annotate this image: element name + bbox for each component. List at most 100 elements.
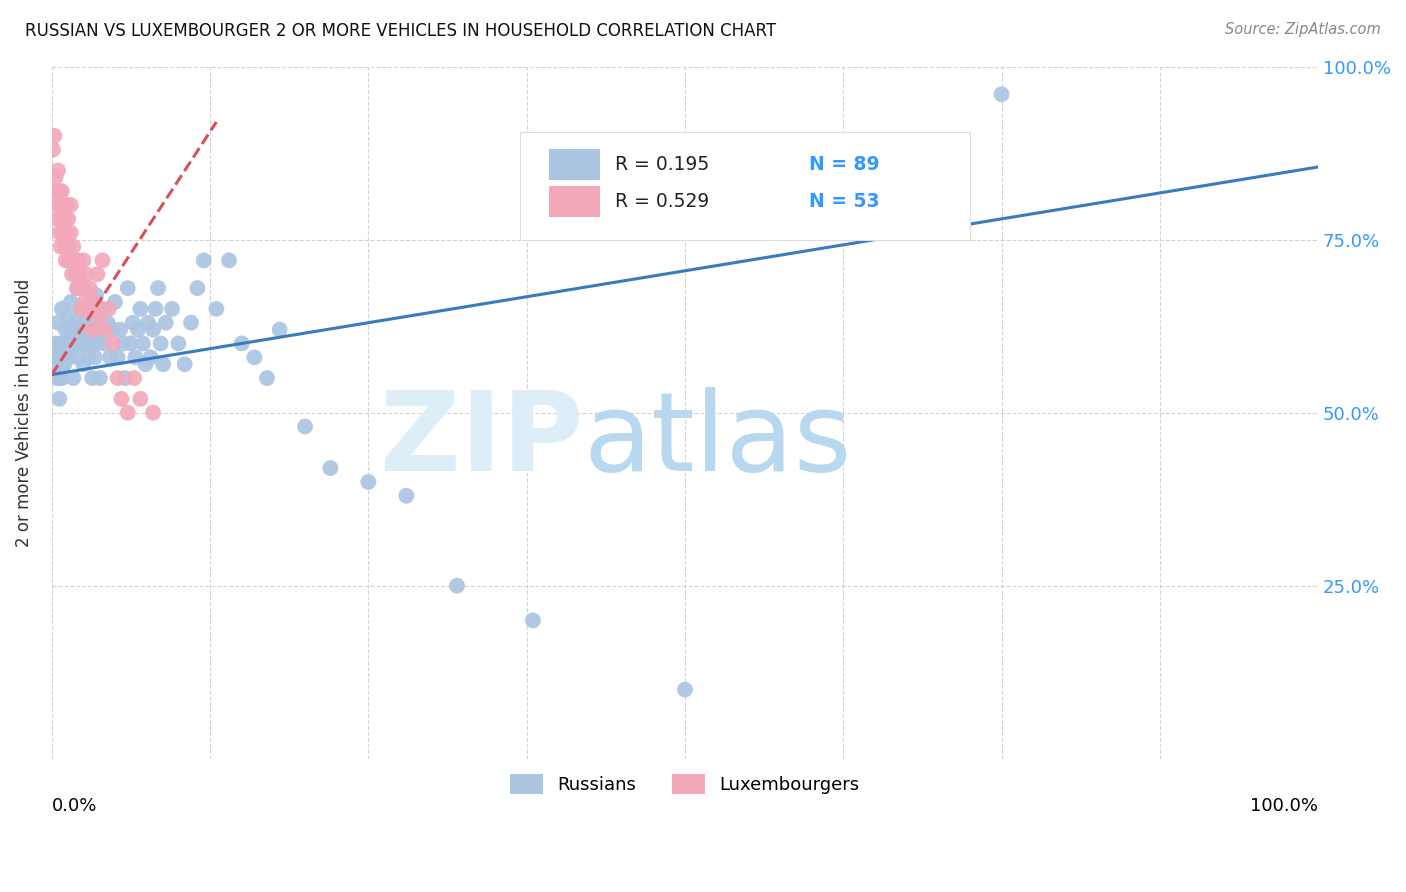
Point	[127, 323, 149, 337]
Point	[44, 357, 66, 371]
Point	[80, 336, 103, 351]
Point	[269, 323, 291, 337]
Point	[107, 371, 129, 385]
Point	[120, 336, 142, 351]
Point	[673, 682, 696, 697]
Point	[70, 281, 93, 295]
Point	[173, 357, 195, 371]
Point	[145, 301, 167, 316]
Bar	[550, 149, 600, 180]
Point	[522, 613, 544, 627]
Point	[142, 406, 165, 420]
Point	[53, 357, 76, 371]
Point	[83, 295, 105, 310]
Point	[60, 323, 83, 337]
Point	[75, 267, 97, 281]
Point	[87, 323, 110, 337]
Text: RUSSIAN VS LUXEMBOURGER 2 OR MORE VEHICLES IN HOUSEHOLD CORRELATION CHART: RUSSIAN VS LUXEMBOURGER 2 OR MORE VEHICL…	[25, 22, 776, 40]
Point	[86, 336, 108, 351]
Point	[73, 295, 96, 310]
Point	[180, 316, 202, 330]
Text: ZIP: ZIP	[380, 387, 583, 494]
Point	[45, 184, 67, 198]
Point	[121, 316, 143, 330]
Point	[70, 336, 93, 351]
Point	[55, 253, 77, 268]
Point	[62, 239, 84, 253]
Text: 0.0%: 0.0%	[52, 797, 97, 815]
Point	[357, 475, 380, 489]
Point	[76, 323, 98, 337]
Point	[89, 309, 111, 323]
Point	[59, 295, 82, 310]
Point	[63, 253, 86, 268]
Point	[89, 371, 111, 385]
Text: R = 0.195: R = 0.195	[616, 155, 710, 175]
Point	[49, 336, 72, 351]
Point	[69, 267, 91, 281]
Point	[63, 336, 86, 351]
Point	[49, 371, 72, 385]
Point	[122, 371, 145, 385]
Point	[66, 281, 89, 295]
Point	[67, 351, 90, 365]
Point	[86, 267, 108, 281]
Legend: Russians, Luxembourgers: Russians, Luxembourgers	[503, 766, 866, 802]
Point	[193, 253, 215, 268]
Point	[136, 316, 159, 330]
Point	[75, 336, 97, 351]
Point	[446, 579, 468, 593]
Point	[51, 301, 73, 316]
Point	[56, 198, 79, 212]
Point	[65, 316, 87, 330]
Point	[56, 226, 79, 240]
Point	[84, 288, 107, 302]
Point	[79, 281, 101, 295]
Point	[52, 198, 75, 212]
Point	[218, 253, 240, 268]
Point	[48, 392, 70, 406]
Point	[45, 371, 67, 385]
Point	[97, 301, 120, 316]
Point	[94, 323, 117, 337]
Point	[58, 253, 80, 268]
Point	[256, 371, 278, 385]
Point	[990, 87, 1012, 102]
FancyBboxPatch shape	[520, 132, 970, 240]
Point	[46, 163, 69, 178]
Point	[52, 226, 75, 240]
Point	[70, 301, 93, 316]
Point	[58, 351, 80, 365]
Point	[134, 357, 156, 371]
Point	[117, 406, 139, 420]
Point	[58, 309, 80, 323]
Point	[129, 392, 152, 406]
Point	[67, 253, 90, 268]
Point	[51, 371, 73, 385]
Point	[69, 323, 91, 337]
Point	[117, 281, 139, 295]
Point	[73, 316, 96, 330]
Bar	[550, 186, 600, 217]
Text: 100.0%: 100.0%	[1250, 797, 1319, 815]
Point	[62, 371, 84, 385]
Point	[231, 336, 253, 351]
Point	[395, 489, 418, 503]
Point	[124, 351, 146, 365]
Point	[79, 295, 101, 310]
Point	[45, 211, 67, 226]
Point	[107, 351, 129, 365]
Point	[45, 336, 67, 351]
Point	[104, 295, 127, 310]
Point	[83, 316, 105, 330]
Text: N = 53: N = 53	[808, 192, 880, 211]
Point	[46, 198, 69, 212]
Point	[52, 336, 75, 351]
Point	[59, 343, 82, 358]
Point	[243, 351, 266, 365]
Point	[139, 351, 162, 365]
Point	[72, 253, 94, 268]
Point	[167, 336, 190, 351]
Point	[48, 184, 70, 198]
Text: N = 89: N = 89	[808, 155, 880, 175]
